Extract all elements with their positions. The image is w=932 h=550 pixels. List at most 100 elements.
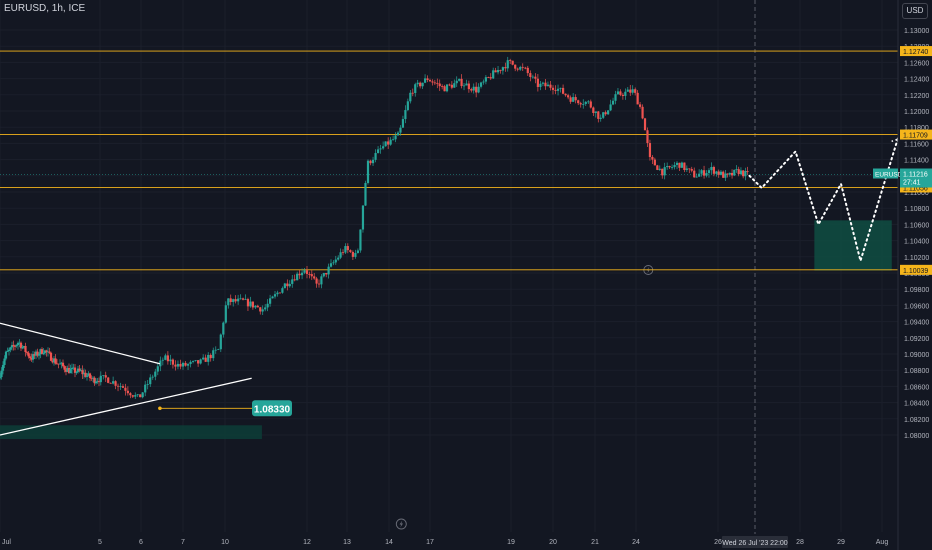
candle-body xyxy=(81,370,84,375)
candle-body xyxy=(189,361,192,365)
candle-body xyxy=(204,357,207,362)
trendline xyxy=(0,377,252,436)
candle-body xyxy=(310,274,313,277)
candle-body xyxy=(455,80,458,84)
price-tick-label: 1.13000 xyxy=(904,28,929,35)
candle-body xyxy=(241,298,245,300)
candle-body xyxy=(399,127,402,133)
candle-body xyxy=(269,298,272,304)
candle-body xyxy=(428,80,432,82)
candle-body xyxy=(494,70,497,73)
candle-body xyxy=(685,168,688,170)
candle-body xyxy=(27,352,30,357)
candle-body xyxy=(661,168,664,176)
candle-body xyxy=(534,76,537,79)
candle-body xyxy=(46,351,50,353)
candle-body xyxy=(501,67,504,71)
candle-body xyxy=(3,358,6,365)
candle-body xyxy=(104,375,107,378)
candle-body xyxy=(564,93,567,96)
candle-body xyxy=(524,67,527,69)
candle-body xyxy=(93,377,96,384)
candle-body xyxy=(369,160,372,164)
candle-body xyxy=(607,110,610,115)
candle-body xyxy=(351,251,354,257)
candle-body xyxy=(458,78,461,81)
candle-body xyxy=(66,367,69,372)
candle-body xyxy=(611,100,615,105)
candle-body xyxy=(209,354,212,359)
candle-body xyxy=(594,111,597,113)
candle-body xyxy=(582,103,585,105)
price-tick-label: 1.10800 xyxy=(904,206,929,213)
candle-body xyxy=(37,354,41,356)
time-tick-label: 13 xyxy=(343,539,351,546)
candle-body xyxy=(470,89,473,91)
last-price-tag xyxy=(900,168,932,188)
candle-body xyxy=(237,298,240,302)
candle-body xyxy=(496,69,500,73)
candle-body xyxy=(4,351,8,359)
candle-body xyxy=(426,78,429,81)
candle-body xyxy=(467,83,470,90)
candle-body xyxy=(663,167,666,176)
candle-body xyxy=(22,345,26,347)
symbol-tag xyxy=(873,168,898,179)
candle-body xyxy=(376,149,380,154)
candle-body xyxy=(509,60,512,61)
candle-body xyxy=(364,182,367,206)
candle-body xyxy=(43,350,47,354)
candle-body xyxy=(57,363,60,365)
candle-body xyxy=(63,366,66,370)
candle-body xyxy=(445,84,449,92)
candle-body xyxy=(359,229,362,251)
candle-body xyxy=(551,87,555,90)
candle-body xyxy=(541,82,545,84)
candle-body xyxy=(0,370,3,378)
candle-body xyxy=(396,132,400,136)
candle-body xyxy=(114,381,117,386)
candle-body xyxy=(556,88,560,91)
candle-body xyxy=(529,73,532,78)
candle-body xyxy=(239,298,242,300)
candle-body xyxy=(492,70,495,79)
candle-body xyxy=(61,362,65,367)
currency-button[interactable]: USD xyxy=(902,3,928,19)
candle-body xyxy=(76,368,80,372)
price-tick-label: 1.08200 xyxy=(904,417,929,424)
candle-body xyxy=(278,292,282,294)
price-tick-label: 1.12200 xyxy=(904,93,929,100)
candle-body xyxy=(519,66,522,70)
candle-body xyxy=(639,104,642,107)
candle-body xyxy=(604,112,607,115)
candle-body xyxy=(99,375,102,383)
candle-body xyxy=(313,276,316,279)
candle-body xyxy=(75,371,78,373)
candle-body xyxy=(96,381,99,382)
candle-body xyxy=(710,166,713,171)
candle-body xyxy=(126,390,129,394)
time-axis[interactable]: Jul 5 6 7 10 12 13 14 17 19 20 21 24 26 28 29 Aug Wed 26 … xyxy=(2,518,888,548)
price-tick-label: 1.10400 xyxy=(904,239,929,246)
countdown-label: 27:41 xyxy=(903,180,921,187)
trendlines-layer[interactable] xyxy=(0,322,252,436)
event-icon xyxy=(395,518,407,530)
candle-body xyxy=(414,84,417,94)
candle-body xyxy=(489,77,492,79)
candle-body xyxy=(90,378,93,379)
candle-body xyxy=(658,168,661,170)
candle-body xyxy=(164,355,167,360)
time-tick-label: 28 xyxy=(796,539,804,546)
candle-body xyxy=(561,87,565,94)
price-tick-label: 1.09200 xyxy=(904,336,929,343)
candle-body xyxy=(317,283,321,285)
candle-body xyxy=(181,362,185,367)
candle-body xyxy=(511,60,514,65)
candle-body xyxy=(72,367,75,369)
candle-body xyxy=(339,252,342,258)
candle-body xyxy=(487,77,490,78)
crosshair-time-label: Wed 26 Jul '23 22:00 xyxy=(722,540,788,547)
candle-body xyxy=(139,394,142,398)
candle-body xyxy=(354,252,357,257)
